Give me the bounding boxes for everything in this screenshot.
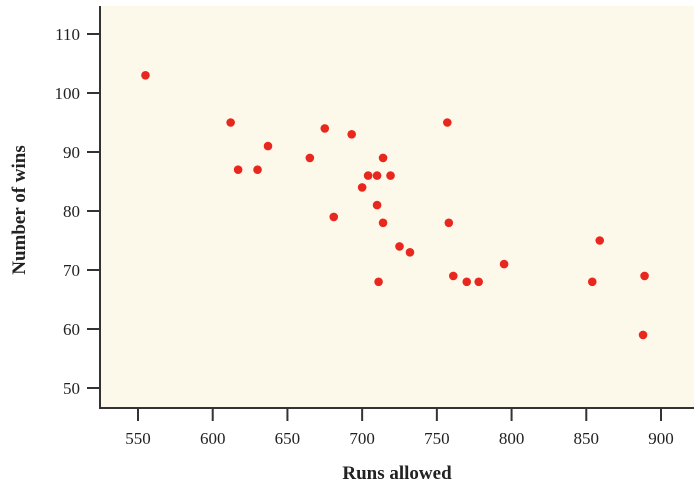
y-axis-title: Number of wins — [9, 145, 30, 275]
data-point — [263, 141, 273, 151]
data-point — [405, 248, 415, 257]
data-point — [378, 153, 388, 163]
y-axis-ticks: 50 60 70 80 90 100 110 — [55, 25, 100, 398]
y-tick-label: 80 — [63, 202, 80, 221]
x-axis-ticks: 550 600 650 700 750 800 850 900 — [125, 408, 674, 448]
data-point — [305, 153, 315, 163]
x-tick-label: 700 — [349, 429, 375, 448]
data-point — [443, 118, 452, 127]
x-tick-label: 750 — [424, 429, 450, 448]
data-point — [233, 165, 243, 174]
data-point — [141, 71, 150, 80]
x-tick-label: 900 — [648, 429, 674, 448]
data-point — [640, 271, 649, 281]
data-point — [363, 171, 373, 180]
data-point — [386, 171, 395, 180]
y-tick-label: 110 — [55, 25, 80, 44]
data-point — [444, 218, 454, 228]
x-tick-label: 650 — [275, 429, 301, 448]
data-point — [587, 277, 597, 287]
y-tick-label: 70 — [63, 261, 80, 280]
x-tick-label: 850 — [574, 429, 600, 448]
data-point — [499, 259, 509, 269]
data-point — [320, 124, 330, 133]
y-tick-label: 60 — [63, 320, 80, 339]
data-point — [474, 277, 483, 287]
plot-area — [100, 6, 694, 408]
data-point — [395, 242, 404, 251]
data-point — [638, 330, 648, 340]
data-point — [374, 277, 383, 287]
data-point — [347, 130, 356, 139]
data-point — [329, 212, 339, 222]
data-point — [448, 271, 458, 281]
data-point — [253, 165, 262, 174]
data-point — [372, 171, 382, 180]
data-point — [357, 183, 367, 192]
x-tick-label: 550 — [125, 429, 151, 448]
data-point — [372, 200, 382, 210]
y-tick-label: 90 — [63, 143, 80, 162]
data-point — [226, 118, 235, 127]
x-axis-title: Runs allowed — [342, 463, 452, 484]
data-point — [378, 218, 388, 228]
x-tick-label: 800 — [499, 429, 525, 448]
x-tick-label: 600 — [200, 429, 226, 448]
y-tick-label: 50 — [63, 379, 80, 398]
data-point — [462, 277, 472, 287]
data-point — [595, 236, 605, 245]
data-points — [141, 71, 649, 340]
y-tick-label: 100 — [55, 84, 81, 103]
